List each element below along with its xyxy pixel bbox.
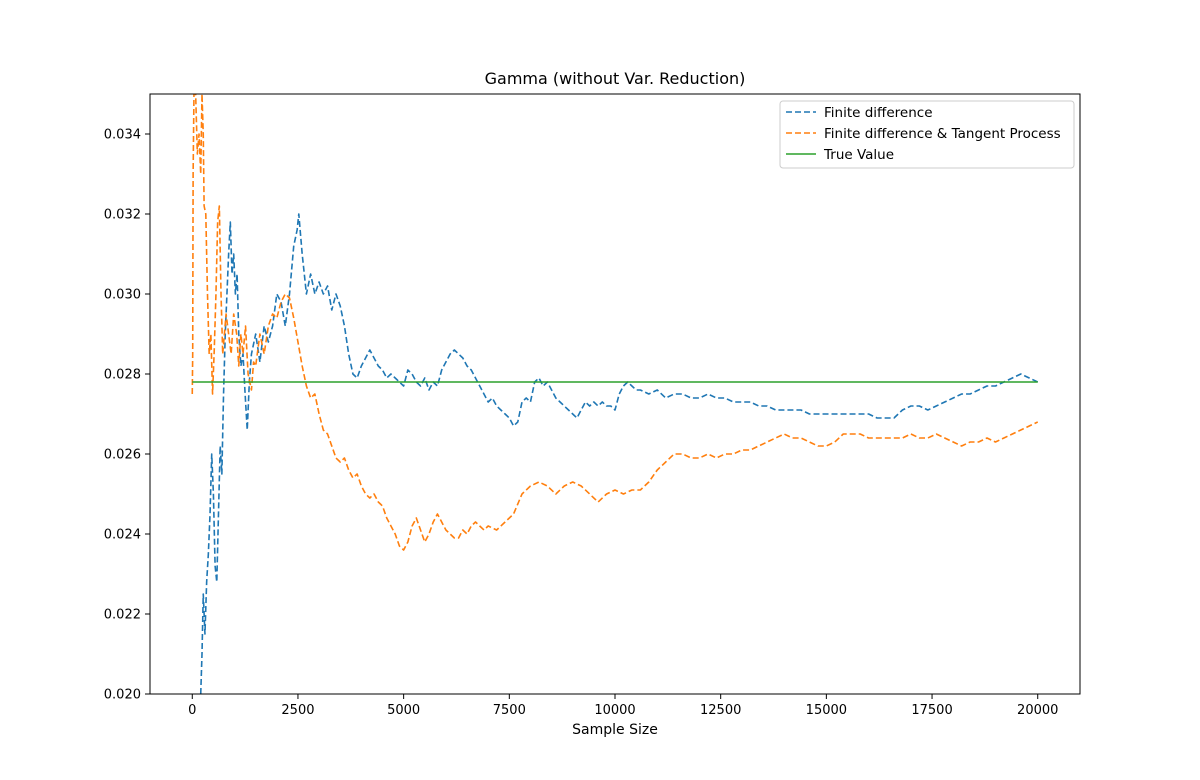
- x-axis-label: Sample Size: [572, 722, 658, 738]
- legend-label-3: True Value: [823, 147, 894, 163]
- y-tick-label: 0.028: [104, 368, 141, 383]
- x-tick-label: 5000: [387, 703, 420, 718]
- y-tick-label: 0.024: [104, 528, 141, 543]
- x-tick-label: 10000: [594, 703, 635, 718]
- series-group: [191, 94, 1039, 694]
- y-tick-label: 0.034: [104, 128, 141, 143]
- x-tick-label: 0: [188, 703, 196, 718]
- axes-frame: [149, 93, 1081, 695]
- y-tick-label: 0.026: [104, 448, 141, 463]
- y-tick-label: 0.020: [104, 688, 141, 703]
- x-tick-label: 17500: [911, 703, 952, 718]
- legend: Finite difference Finite difference & Tan…: [779, 100, 1075, 169]
- x-tick-label: 15000: [806, 703, 847, 718]
- legend-box: [779, 100, 1075, 169]
- axes: 0 2500 5000 7500 10000 12500 15000 17500 20000 0.…: [104, 93, 1081, 718]
- chart-title: Gamma (without Var. Reduction): [485, 69, 746, 88]
- series-line-2: [191, 94, 1039, 551]
- legend-label-2: Finite difference & Tangent Process: [824, 126, 1061, 142]
- x-tick-label: 7500: [493, 703, 526, 718]
- x-tick-label: 12500: [700, 703, 741, 718]
- legend-label-1: Finite difference: [824, 105, 933, 121]
- y-tick-label: 0.022: [104, 608, 141, 623]
- y-tick-label: 0.032: [104, 208, 141, 223]
- plot-area: [191, 94, 1039, 694]
- x-tick-label: 20000: [1017, 703, 1058, 718]
- x-tick-label: 2500: [281, 703, 314, 718]
- y-tick-label: 0.030: [104, 288, 141, 303]
- series-line-1: [199, 213, 1039, 694]
